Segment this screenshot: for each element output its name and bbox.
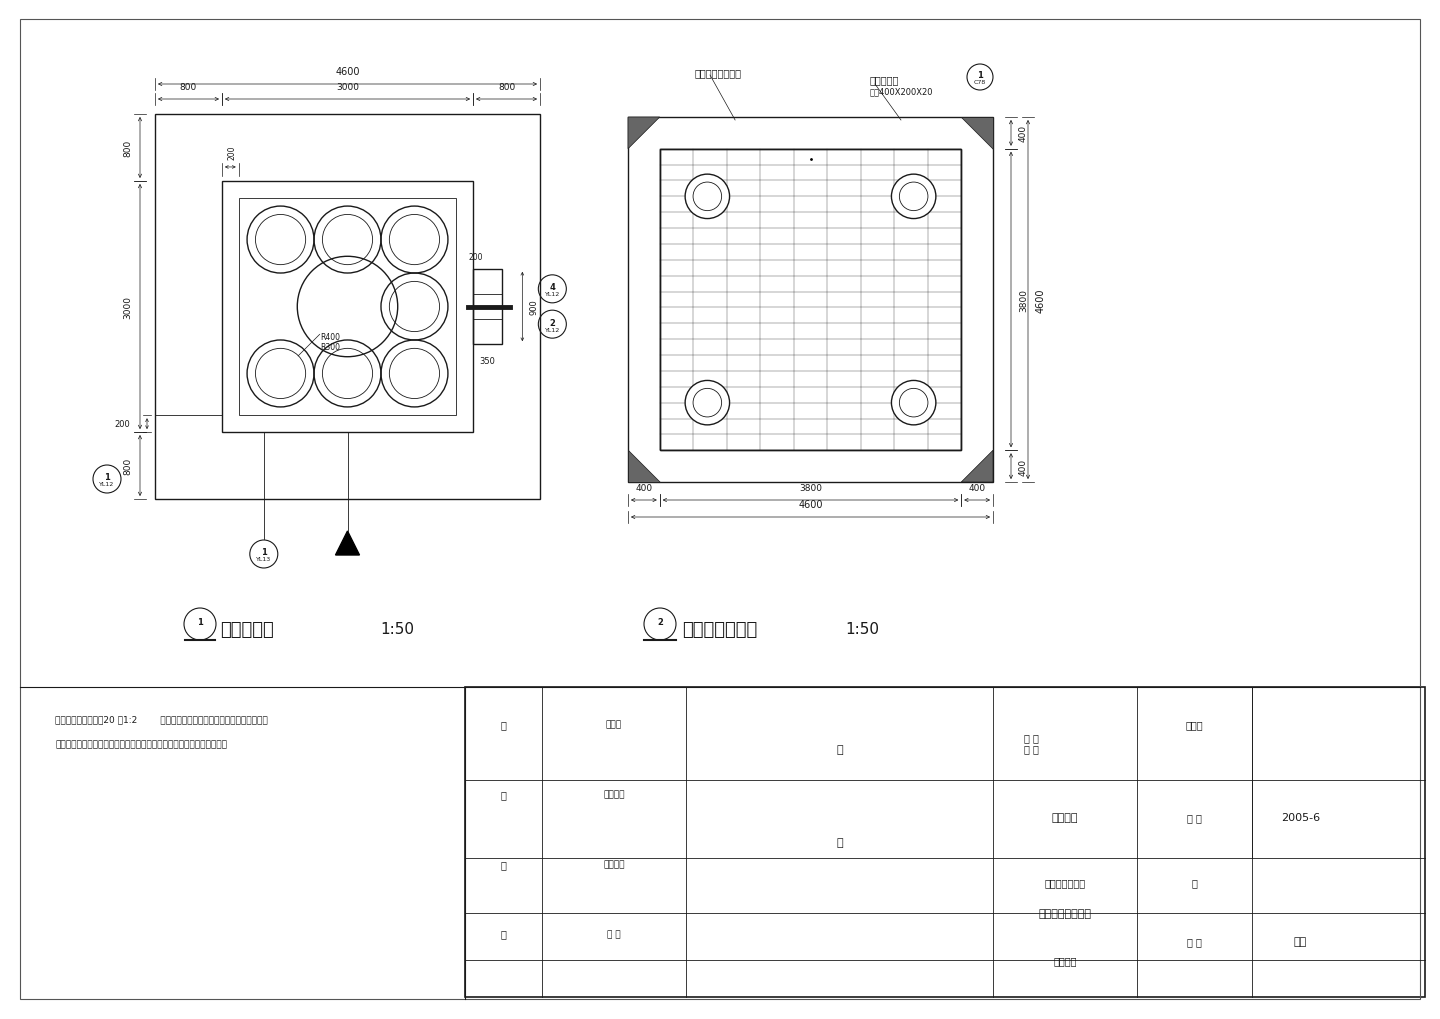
Bar [628,118,994,483]
Text: 4600: 4600 [1035,288,1045,313]
Text: 肖: 肖 [837,838,842,847]
Text: 900: 900 [530,300,539,315]
Text: 页: 页 [1192,877,1198,888]
Text: 800: 800 [122,458,132,475]
Text: 青石板铺地: 青石板铺地 [870,75,900,85]
Text: 3800: 3800 [1020,288,1028,312]
Circle shape [685,175,730,219]
Text: 400: 400 [1020,125,1028,143]
Text: YL12: YL12 [544,327,560,332]
Text: YL12: YL12 [544,292,560,298]
Circle shape [891,381,936,426]
Text: 3000: 3000 [336,83,359,92]
Text: 400: 400 [635,484,652,492]
Text: 核: 核 [501,789,507,799]
Text: 3000: 3000 [122,296,132,319]
Text: 1: 1 [978,71,984,81]
Text: 亭区铺装平面图: 亭区铺装平面图 [1044,877,1086,888]
Text: 业务号: 业务号 [1185,719,1204,730]
Text: 4: 4 [550,283,556,292]
Text: 校: 校 [501,859,507,869]
Bar [222,181,474,433]
Text: 4600: 4600 [798,499,822,510]
Text: 亭区铺装平面图: 亭区铺装平面图 [683,621,757,638]
Polygon shape [628,118,660,150]
Text: 定: 定 [501,719,507,730]
Circle shape [685,381,730,426]
Bar [660,150,962,450]
Text: 3800: 3800 [799,484,822,492]
Bar [474,270,503,344]
Text: 拟: 拟 [501,928,507,938]
Text: 规格400X200X20: 规格400X200X20 [870,88,933,97]
Text: 800: 800 [498,83,516,92]
Text: R400: R400 [321,332,341,341]
Text: 图纸: 图纸 [1293,936,1308,947]
Text: 工 程
名 称: 工 程 名 称 [1024,733,1038,754]
Text: 烧面芝麻白花岗岩: 烧面芝麻白花岗岩 [696,68,742,77]
Text: 800: 800 [180,83,197,92]
Text: YL13: YL13 [256,557,271,561]
Text: 察: 察 [837,744,842,754]
Text: 亭平面图: 亭平面图 [1051,812,1079,822]
Text: 图 幅: 图 幅 [1187,936,1202,947]
Bar [156,115,540,499]
Text: 200: 200 [228,146,236,160]
Text: 800: 800 [122,140,132,157]
Text: 2: 2 [550,318,556,327]
Text: 2005-6: 2005-6 [1280,812,1320,822]
Circle shape [891,175,936,219]
Text: 350: 350 [480,357,495,366]
Text: 1: 1 [104,473,109,482]
Text: 兴建单位: 兴建单位 [1053,955,1077,965]
Text: YL12: YL12 [99,482,115,487]
Text: 400: 400 [969,484,986,492]
Text: 设 计: 设 计 [608,929,621,938]
Text: 200: 200 [468,253,482,262]
Text: 工程负责: 工程负责 [603,790,625,799]
Text: 日 期: 日 期 [1187,812,1202,822]
Text: 亭区平面图: 亭区平面图 [220,621,274,638]
Text: 2: 2 [657,618,662,627]
Text: 总负责: 总负责 [606,720,622,729]
Polygon shape [962,450,994,483]
Text: 1: 1 [261,548,266,557]
Text: 说明：砼亭柱表面以20 厚1:2        水泥砂浆找平，然后喷末黄色仿真石漆饰面。: 说明：砼亭柱表面以20 厚1:2 水泥砂浆找平，然后喷末黄色仿真石漆饰面。 [55,714,268,723]
Text: 1: 1 [197,618,203,627]
Text: 200: 200 [114,420,130,429]
Polygon shape [336,532,360,555]
Bar [239,199,456,416]
Text: R300: R300 [321,342,341,352]
Polygon shape [628,450,660,483]
Text: 入口广场环境绿化: 入口广场环境绿化 [1038,908,1092,918]
Text: 1:50: 1:50 [845,622,878,637]
Text: C78: C78 [973,81,986,86]
Bar [660,150,962,450]
Text: 亭所有木作工程？除胶合板外？均刷油底漆一遍，表面涂红樟色漆二遍。: 亭所有木作工程？除胶合板外？均刷油底漆一遍，表面涂红樟色漆二遍。 [55,740,228,749]
Text: 4600: 4600 [336,67,360,76]
Text: 1:50: 1:50 [380,622,415,637]
Bar [465,688,1426,997]
Text: 400: 400 [1020,459,1028,475]
Text: 工程负责: 工程负责 [603,859,625,868]
Polygon shape [962,118,994,150]
